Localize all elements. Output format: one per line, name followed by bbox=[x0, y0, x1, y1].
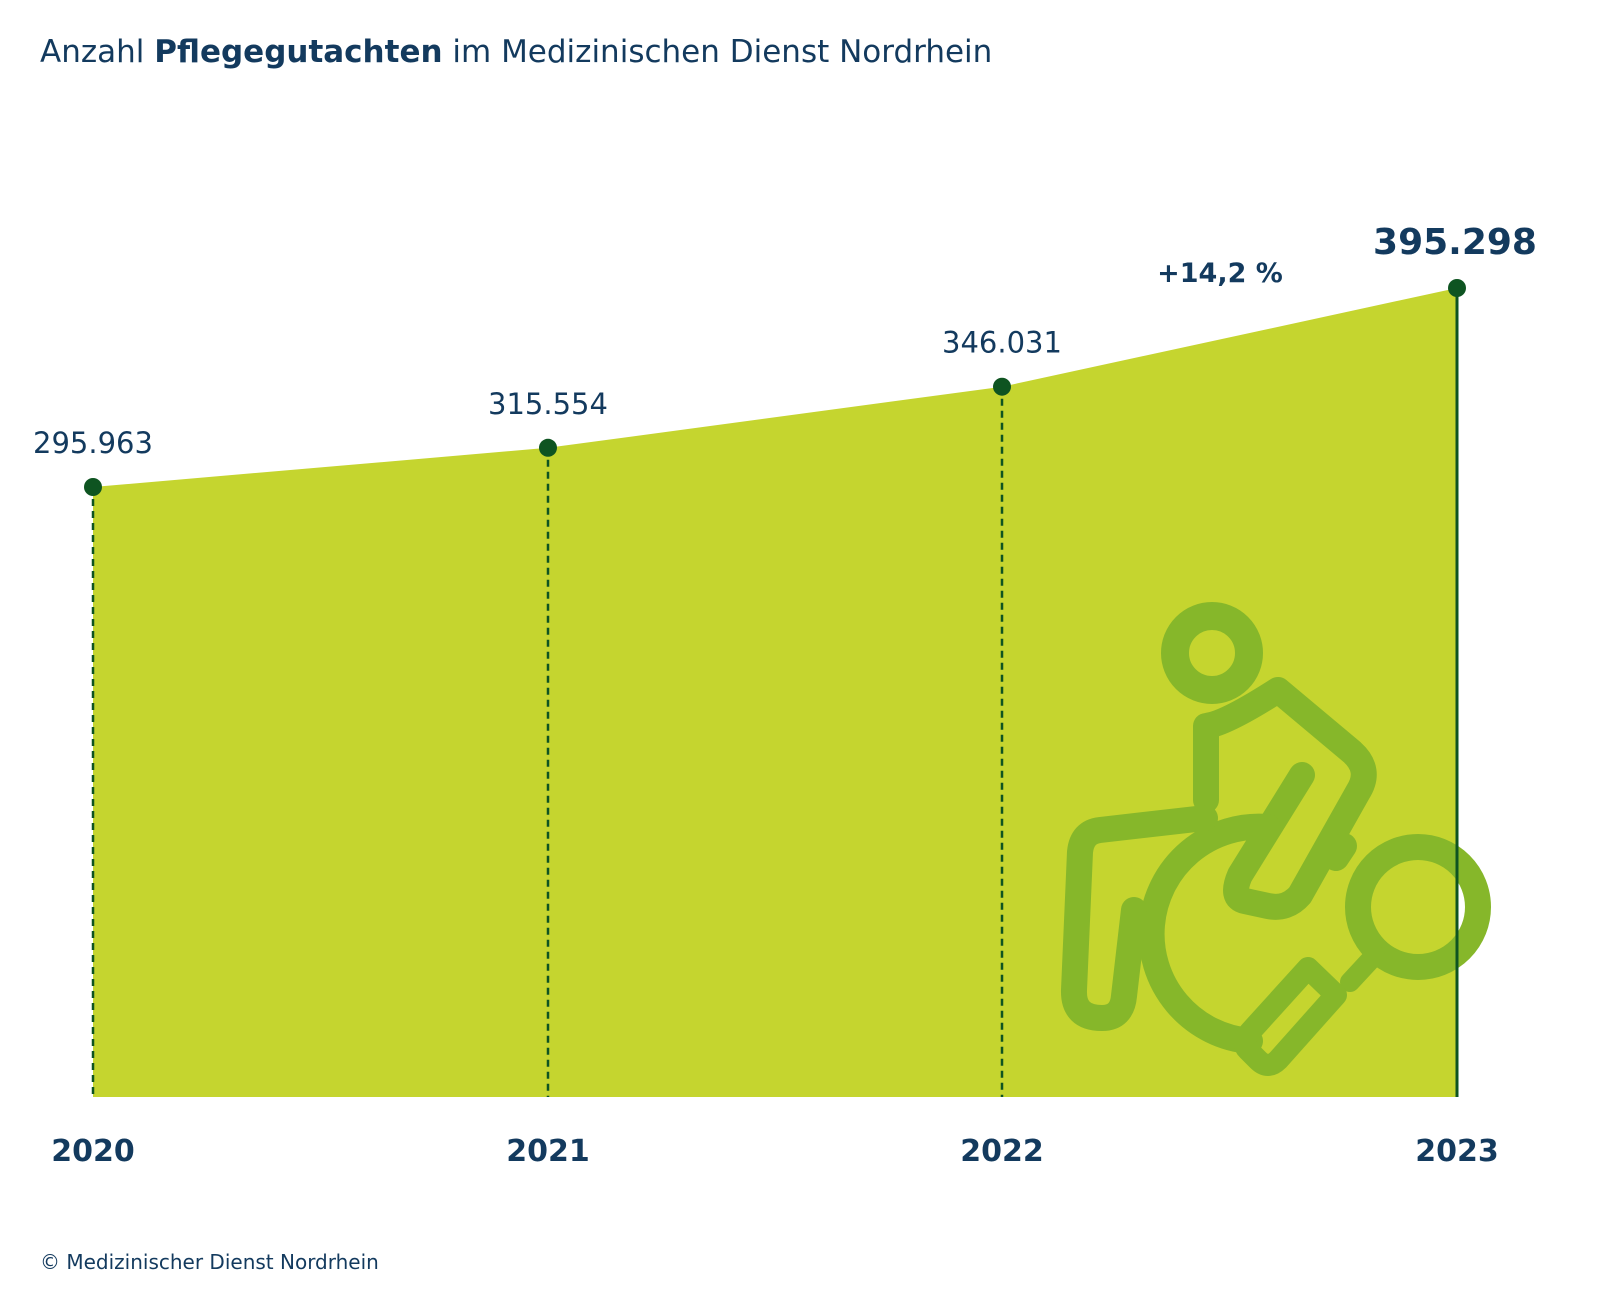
value-label-2022: 346.031 bbox=[942, 326, 1062, 360]
x-tick-label-2023: 2023 bbox=[1415, 1134, 1499, 1169]
source-credit: © Medizinischer Dienst Nordrhein bbox=[40, 1250, 379, 1274]
x-tick-label-2022: 2022 bbox=[960, 1134, 1044, 1169]
data-point-2023 bbox=[1448, 279, 1466, 297]
wheelchair-magnifier-icon bbox=[1061, 602, 1491, 1076]
value-label-2021: 315.554 bbox=[488, 387, 608, 421]
chart-title-bold: Pflegegutachten bbox=[154, 34, 443, 70]
value-label-2020: 295.963 bbox=[33, 426, 153, 460]
data-point-2022 bbox=[993, 377, 1011, 396]
change-label: +14,2 % bbox=[1157, 258, 1283, 289]
chart-title: Anzahl Pflegegutachten im Medizinischen … bbox=[40, 34, 993, 70]
area-fill bbox=[93, 288, 1457, 1097]
data-point-2021 bbox=[539, 438, 557, 457]
value-label-2023: 395.298 bbox=[1373, 222, 1537, 263]
chart-marks: 295.963 2020 315.554 2021 346.031 2022 395.298… bbox=[33, 222, 1537, 1169]
x-tick-label-2020: 2020 bbox=[51, 1134, 135, 1169]
data-point-2020 bbox=[84, 478, 102, 496]
x-tick-label-2021: 2021 bbox=[506, 1134, 590, 1169]
